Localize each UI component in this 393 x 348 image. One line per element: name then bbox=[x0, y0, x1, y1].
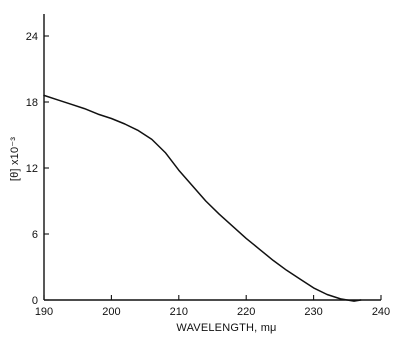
series-layer bbox=[43, 94, 362, 302]
y-tick-label: 12 bbox=[26, 163, 38, 175]
axes-layer bbox=[43, 14, 381, 301]
y-tick-label: 0 bbox=[32, 295, 38, 307]
x-tick-label: 220 bbox=[237, 306, 255, 318]
x-axis-title: WAVELENGTH, mμ bbox=[176, 322, 276, 334]
x-tick-label: 240 bbox=[372, 306, 390, 318]
x-tick-label: 230 bbox=[304, 306, 322, 318]
y-tick-label: 6 bbox=[32, 229, 38, 241]
x-tick-label: 210 bbox=[170, 306, 188, 318]
y-axis-title: [θ] x10⁻³ bbox=[9, 137, 21, 181]
series-line bbox=[43, 94, 362, 302]
ticks-layer: 190 200 210 220 230 240 0 6 12 18 24 bbox=[26, 31, 390, 318]
x-tick-label: 200 bbox=[102, 306, 120, 318]
y-tick-label: 24 bbox=[26, 31, 38, 43]
x-tick-label: 190 bbox=[35, 306, 53, 318]
y-tick-label: 18 bbox=[26, 97, 38, 109]
